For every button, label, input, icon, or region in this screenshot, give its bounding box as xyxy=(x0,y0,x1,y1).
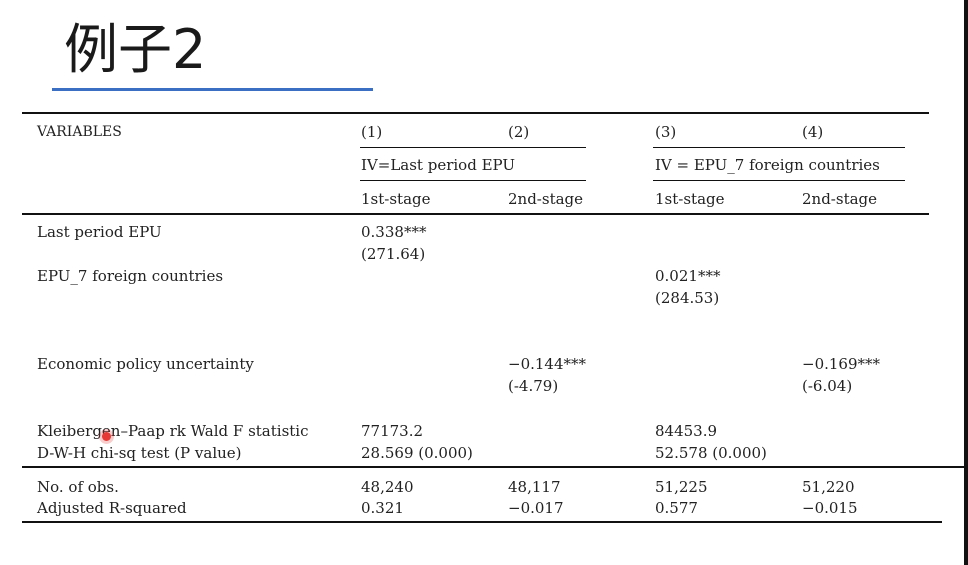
table-bottom-rule xyxy=(22,521,942,523)
row-label-last-period-epu: Last period EPU xyxy=(37,223,162,241)
epu-tstat-col4: (-6.04) xyxy=(802,377,853,395)
dwh-col1: 28.569 (0.000) xyxy=(361,444,473,462)
stage-col-4: 2nd-stage xyxy=(802,190,878,208)
group-label-right: IV = EPU_7 foreign countries xyxy=(655,156,880,174)
r2-col3: 0.577 xyxy=(655,499,698,517)
group-rule-left-bottom xyxy=(360,180,586,182)
slide-title: 例子2 xyxy=(64,18,207,81)
kp-col1: 77173.2 xyxy=(361,422,424,440)
r2-col2: −0.017 xyxy=(508,499,564,517)
group-label-left: IV=Last period EPU xyxy=(361,156,515,174)
epu7-tstat: (284.53) xyxy=(655,289,720,307)
group-rule-right-top xyxy=(653,147,905,149)
body-bottom-rule xyxy=(22,466,968,468)
group-rule-right-bottom xyxy=(653,180,905,182)
row-label-epu7: EPU_7 foreign countries xyxy=(37,267,224,285)
header-col-3: (3) xyxy=(655,123,677,141)
stage-col-3: 1st-stage xyxy=(655,190,725,208)
group-rule-left-top xyxy=(360,147,586,149)
header-variables: VARIABLES xyxy=(37,124,122,140)
dwh-col3: 52.578 (0.000) xyxy=(655,444,767,462)
row-label-r2: Adjusted R-squared xyxy=(37,499,187,517)
header-col-1: (1) xyxy=(361,123,383,141)
table-top-rule xyxy=(22,112,929,114)
header-bottom-rule xyxy=(22,213,929,215)
right-border xyxy=(964,0,968,565)
title-underline xyxy=(52,88,373,91)
nobs-col3: 51,225 xyxy=(655,478,708,496)
row-label-kp: Kleibergen–Paap rk Wald F statistic xyxy=(37,422,309,440)
r2-col1: 0.321 xyxy=(361,499,404,517)
header-col-4: (4) xyxy=(802,123,824,141)
epu7-coef: 0.021*** xyxy=(655,267,721,285)
stage-col-2: 2nd-stage xyxy=(508,190,584,208)
epu-tstat-col2: (-4.79) xyxy=(508,377,559,395)
nobs-col2: 48,117 xyxy=(508,478,561,496)
nobs-col1: 48,240 xyxy=(361,478,414,496)
row-label-dwh: D-W-H chi-sq test (P value) xyxy=(37,444,242,462)
row-label-nobs: No. of obs. xyxy=(37,478,119,496)
pointer-cursor-icon xyxy=(102,432,111,441)
epu-coef-col4: −0.169*** xyxy=(802,355,881,373)
epu-coef-col2: −0.144*** xyxy=(508,355,587,373)
kp-col3: 84453.9 xyxy=(655,422,718,440)
nobs-col4: 51,220 xyxy=(802,478,855,496)
header-col-2: (2) xyxy=(508,123,530,141)
r2-col4: −0.015 xyxy=(802,499,858,517)
last-period-epu-coef: 0.338*** xyxy=(361,223,427,241)
last-period-epu-tstat: (271.64) xyxy=(361,245,426,263)
row-label-epu: Economic policy uncertainty xyxy=(37,355,254,373)
stage-col-1: 1st-stage xyxy=(361,190,431,208)
